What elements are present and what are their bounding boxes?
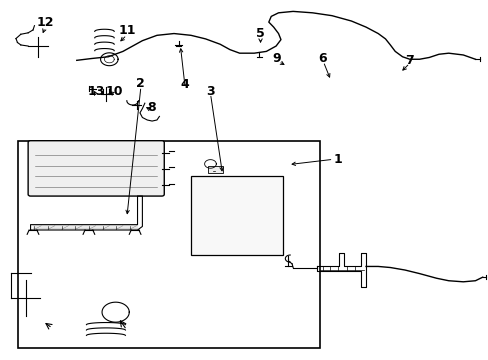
Text: 1: 1	[333, 153, 342, 166]
Text: 10: 10	[106, 85, 123, 98]
Text: 5: 5	[256, 27, 264, 40]
Text: 7: 7	[405, 54, 413, 67]
Text: 6: 6	[317, 52, 326, 65]
Text: 13: 13	[87, 85, 104, 98]
Text: 4: 4	[181, 78, 189, 91]
Text: 11: 11	[118, 24, 135, 37]
Bar	[19, 141, 319, 348]
FancyBboxPatch shape	[28, 141, 164, 196]
Text: 12: 12	[36, 16, 54, 29]
Bar	[207, 166, 222, 173]
Text: 2: 2	[135, 77, 144, 90]
Text: 3: 3	[206, 85, 214, 98]
Text: 8: 8	[146, 102, 155, 114]
Bar	[191, 176, 283, 255]
Text: 9: 9	[272, 52, 281, 65]
